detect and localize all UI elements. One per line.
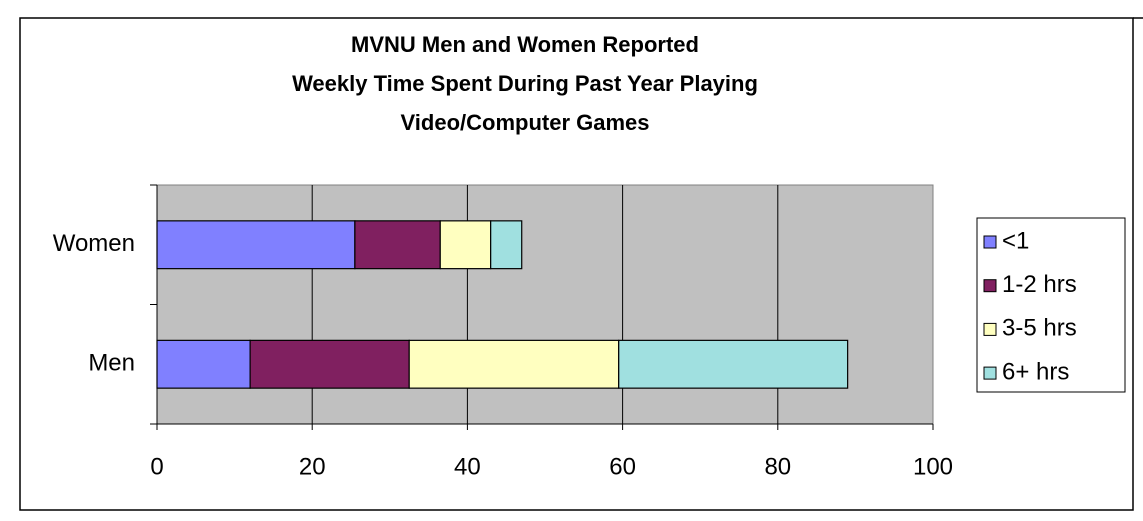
legend-label: 3-5 hrs <box>1002 315 1077 342</box>
chart-title: Video/Computer Games <box>401 110 650 135</box>
legend-label: 1-2 hrs <box>1002 271 1077 298</box>
legend-label: 6+ hrs <box>1002 358 1069 385</box>
chart-title: Weekly Time Spent During Past Year Playi… <box>292 71 758 96</box>
legend-label: <1 <box>1002 227 1029 254</box>
legend-swatch <box>983 235 997 249</box>
x-tick-label: 40 <box>454 453 481 480</box>
legend-swatch <box>983 322 997 336</box>
bar-segment <box>439 220 492 270</box>
x-tick-label: 80 <box>764 453 791 480</box>
legend-swatch <box>983 279 997 293</box>
x-tick-label: 20 <box>299 453 326 480</box>
bar-segment <box>408 339 620 389</box>
chart-title: MVNU Men and Women Reported <box>351 32 699 57</box>
x-tick-label: 100 <box>913 453 953 480</box>
bar-segment <box>354 220 441 270</box>
y-tick-label: Women <box>53 230 135 257</box>
legend <box>976 217 1126 393</box>
x-tick-label: 60 <box>609 453 636 480</box>
legend-swatch <box>983 366 997 380</box>
bar-segment <box>618 339 849 389</box>
bar-segment <box>156 220 356 270</box>
bar-segment <box>490 220 523 270</box>
bar-segment <box>249 339 410 389</box>
y-tick-label: Men <box>88 350 135 377</box>
bar-segment <box>156 339 251 389</box>
x-tick-label: 0 <box>150 453 163 480</box>
